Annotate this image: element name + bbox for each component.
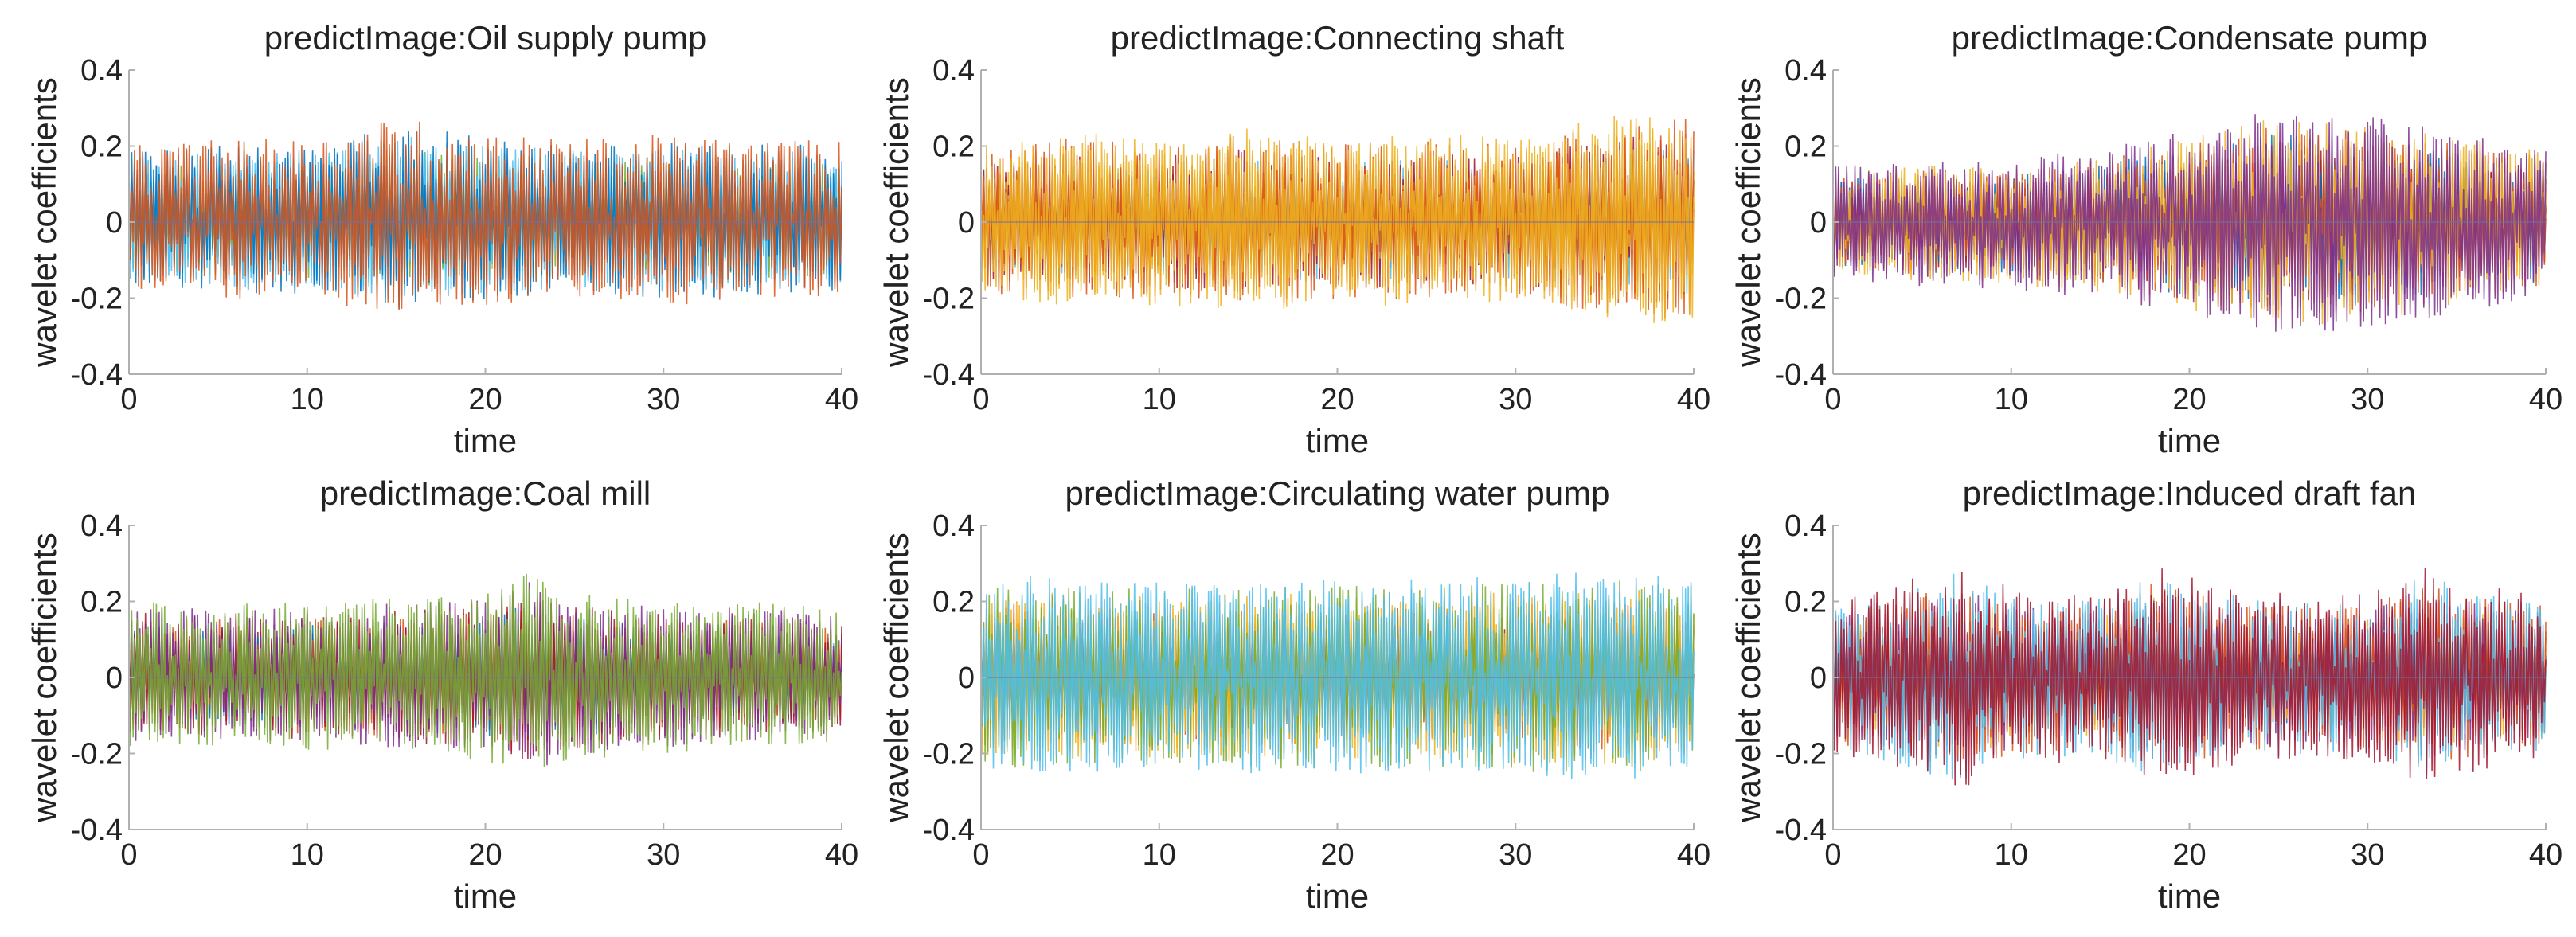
trace-band	[128, 121, 842, 310]
x-tick-label: 40	[1677, 838, 1710, 872]
y-tick-label: -0.4	[923, 814, 975, 847]
x-tick-label: 20	[468, 383, 502, 416]
x-axis-label: time	[1306, 877, 1369, 915]
x-axis-label: time	[454, 877, 517, 915]
y-tick-label: 0.2	[932, 131, 975, 164]
y-tick-label: 0	[106, 662, 123, 695]
series-trace-9	[980, 116, 1695, 323]
subplot-5: -0.4 -0.2 0 0.2 0.4 0 10 20 30 40 predictImage:Cir…	[878, 474, 1710, 915]
x-tick-label: 40	[825, 383, 858, 416]
chart-title: predictImage:Circulating water pump	[1065, 474, 1610, 512]
x-tick-label: 40	[825, 838, 858, 872]
subplot-6: -0.4 -0.2 0 0.2 0.4 0 10 20 30 40 predictImage:Ind…	[1730, 474, 2562, 915]
y-tick-label: -0.4	[71, 358, 123, 392]
trace-band	[1832, 568, 2547, 786]
y-tick-label: 0	[1810, 206, 1827, 240]
x-tick-label: 30	[2351, 838, 2384, 872]
y-tick-label: -0.4	[1775, 358, 1827, 392]
y-tick-label: 0.2	[80, 586, 123, 619]
y-tick-label: 0.2	[932, 586, 975, 619]
y-axis-label: wavelet coefficients	[25, 77, 63, 367]
y-tick-label: -0.2	[1775, 283, 1827, 316]
x-tick-label: 10	[1143, 383, 1176, 416]
series-trace-9	[980, 572, 1695, 779]
x-tick-label: 10	[291, 838, 324, 872]
y-tick-label: 0.4	[80, 509, 123, 543]
subplot-2: -0.4 -0.2 0 0.2 0.4 0 10 20 30 40 predictImage:Con…	[878, 19, 1710, 459]
y-tick-label: 0.4	[932, 509, 975, 543]
y-tick-label: 0.4	[80, 54, 123, 88]
y-tick-label: -0.2	[923, 283, 975, 316]
x-tick-label: 10	[1995, 383, 2028, 416]
x-tick-label: 0	[972, 838, 989, 872]
x-axis-label: time	[454, 422, 517, 459]
y-axis-label: wavelet coefficients	[25, 533, 63, 822]
y-axis-label: wavelet coefficients	[1730, 533, 1767, 822]
series-trace-9	[1832, 568, 2547, 786]
y-tick-label: 0	[958, 662, 975, 695]
x-tick-label: 30	[647, 383, 680, 416]
x-tick-label: 20	[2172, 383, 2206, 416]
x-tick-label: 0	[120, 383, 137, 416]
x-axis-label: time	[1306, 422, 1369, 459]
series-trace-9	[128, 121, 842, 310]
x-tick-label: 0	[1824, 383, 1841, 416]
x-tick-label: 0	[972, 383, 989, 416]
y-tick-label: -0.2	[923, 738, 975, 771]
chart-title: predictImage:Coal mill	[320, 474, 651, 512]
chart-title: predictImage:Oil supply pump	[264, 19, 707, 57]
x-tick-label: 10	[291, 383, 324, 416]
y-tick-label: 0.4	[932, 54, 975, 88]
y-tick-label: 0.2	[1784, 131, 1827, 164]
x-tick-label: 10	[1143, 838, 1176, 872]
x-tick-label: 30	[647, 838, 680, 872]
series-trace-9	[1832, 114, 2547, 332]
trace-band	[1832, 114, 2547, 332]
x-tick-label: 30	[1499, 383, 1532, 416]
x-tick-label: 40	[1677, 383, 1710, 416]
y-tick-label: 0	[106, 206, 123, 240]
x-axis-label: time	[2158, 877, 2221, 915]
x-tick-label: 0	[1824, 838, 1841, 872]
y-tick-label: 0	[958, 206, 975, 240]
trace-band	[128, 573, 842, 767]
y-axis-label: wavelet coefficients	[878, 77, 915, 367]
x-tick-label: 40	[2529, 838, 2562, 872]
x-axis-label: time	[2158, 422, 2221, 459]
x-tick-label: 40	[2529, 383, 2562, 416]
y-axis-label: wavelet coefficients	[878, 533, 915, 822]
chart-title: predictImage:Induced draft fan	[1963, 474, 2417, 512]
y-tick-label: 0.4	[1784, 54, 1827, 88]
x-tick-label: 10	[1995, 838, 2028, 872]
series-trace-9	[128, 573, 842, 767]
x-tick-label: 20	[468, 838, 502, 872]
y-tick-label: 0.2	[1784, 586, 1827, 619]
y-tick-label: -0.4	[923, 358, 975, 392]
y-tick-label: 0	[1810, 662, 1827, 695]
subplot-4: -0.4 -0.2 0 0.2 0.4 0 10 20 30 40 predictImage:Coa…	[25, 474, 858, 915]
chart-title: predictImage:Connecting shaft	[1111, 19, 1565, 57]
x-tick-label: 20	[1320, 838, 1354, 872]
y-tick-label: -0.2	[71, 283, 123, 316]
subplot-1: -0.4 -0.2 0 0.2 0.4 0 10 20 30 40 predictImage:Oil…	[25, 19, 858, 459]
trace-band	[980, 116, 1695, 323]
x-tick-label: 30	[1499, 838, 1532, 872]
y-tick-label: -0.4	[71, 814, 123, 847]
y-tick-label: -0.2	[71, 738, 123, 771]
x-tick-label: 30	[2351, 383, 2384, 416]
trace-band	[980, 572, 1695, 779]
y-tick-label: -0.4	[1775, 814, 1827, 847]
chart-title: predictImage:Condensate pump	[1952, 19, 2428, 57]
y-tick-label: 0.2	[80, 131, 123, 164]
x-tick-label: 0	[120, 838, 137, 872]
y-tick-label: 0.4	[1784, 509, 1827, 543]
x-tick-label: 20	[1320, 383, 1354, 416]
x-tick-label: 20	[2172, 838, 2206, 872]
subplot-3: -0.4 -0.2 0 0.2 0.4 0 10 20 30 40 predictImage:Con…	[1730, 19, 2562, 459]
y-tick-label: -0.2	[1775, 738, 1827, 771]
y-axis-label: wavelet coefficients	[1730, 77, 1767, 367]
